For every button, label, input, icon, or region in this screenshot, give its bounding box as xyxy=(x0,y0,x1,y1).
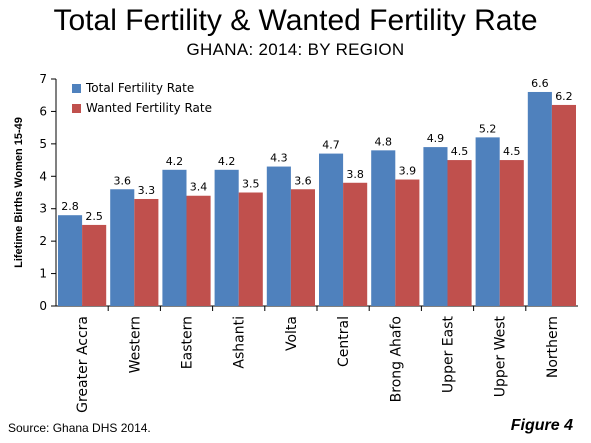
y-tick-label: 2 xyxy=(39,234,47,248)
bar-total-fertility xyxy=(371,150,396,306)
data-label: 3.8 xyxy=(346,168,364,181)
data-label: 5.2 xyxy=(479,122,497,135)
x-tick-label: Ashanti xyxy=(232,316,248,369)
y-tick-label: 1 xyxy=(39,267,47,281)
x-tick-label: Volta xyxy=(284,316,300,351)
bar-wanted-fertility xyxy=(447,160,472,306)
legend-label-wanted: Wanted Fertility Rate xyxy=(86,101,212,115)
bar-wanted-fertility xyxy=(395,179,420,306)
data-label: 6.2 xyxy=(555,90,573,103)
data-label: 3.6 xyxy=(294,174,312,187)
bar-total-fertility xyxy=(319,153,344,306)
x-tick-label: Western xyxy=(127,316,143,373)
chart-title: Total Fertility & Wanted Fertility Rate xyxy=(53,4,538,37)
data-label: 4.2 xyxy=(218,155,236,168)
y-tick-label: 3 xyxy=(39,202,47,216)
y-axis-title: Lifetime Births Women 15-49 xyxy=(13,117,25,268)
legend-swatch-total xyxy=(72,83,81,93)
y-tick-label: 5 xyxy=(39,137,47,151)
legend-item-total: Total Fertility Rate xyxy=(72,78,212,98)
bar-wanted-fertility xyxy=(82,224,107,306)
x-tick-label: Upper West xyxy=(493,315,509,397)
data-label: 4.9 xyxy=(427,132,445,145)
data-label: 3.5 xyxy=(242,178,260,191)
bar-total-fertility xyxy=(58,215,83,306)
legend-swatch-wanted xyxy=(72,103,81,113)
data-label: 3.4 xyxy=(190,181,208,194)
data-label: 4.8 xyxy=(375,135,393,148)
data-label: 3.9 xyxy=(399,165,417,178)
bar-wanted-fertility xyxy=(551,104,576,306)
x-tick-label: Greater Accra xyxy=(75,316,91,413)
bar-total-fertility xyxy=(475,137,500,306)
legend-item-wanted: Wanted Fertility Rate xyxy=(72,98,212,118)
bar-total-fertility xyxy=(162,169,187,306)
data-label: 2.5 xyxy=(85,210,103,223)
x-tick-label: Upper East xyxy=(441,316,457,394)
data-label: 2.8 xyxy=(61,200,79,213)
source-note: Source: Ghana DHS 2014. xyxy=(8,421,151,435)
bar-total-fertility xyxy=(423,147,448,306)
data-label: 4.3 xyxy=(270,152,288,165)
y-tick-label: 0 xyxy=(39,299,47,313)
bar-wanted-fertility xyxy=(238,192,263,306)
bar-total-fertility xyxy=(266,166,291,306)
bar-wanted-fertility xyxy=(343,182,368,306)
y-tick-label: 7 xyxy=(39,72,47,86)
data-label: 4.2 xyxy=(166,155,184,168)
y-tick-label: 4 xyxy=(39,169,47,183)
x-tick-label: Eastern xyxy=(180,316,196,369)
x-tick-label: Brong Ahafo xyxy=(388,316,404,402)
bar-wanted-fertility xyxy=(134,198,159,306)
figure-label: Figure 4 xyxy=(510,417,573,434)
bar-wanted-fertility xyxy=(499,160,524,306)
bar-total-fertility xyxy=(527,91,552,306)
bar-wanted-fertility xyxy=(186,195,211,306)
chart-subtitle: GHANA: 2014: BY REGION xyxy=(186,40,405,59)
data-label: 3.6 xyxy=(114,174,132,187)
data-label: 4.7 xyxy=(322,139,340,152)
legend-label-total: Total Fertility Rate xyxy=(86,81,195,95)
data-label: 4.5 xyxy=(451,145,469,158)
data-label: 6.6 xyxy=(531,77,549,90)
bar-total-fertility xyxy=(214,169,239,306)
data-label: 3.3 xyxy=(138,184,156,197)
legend: Total Fertility Rate Wanted Fertility Ra… xyxy=(72,78,212,118)
x-tick-label: Northern xyxy=(545,316,561,378)
bar-wanted-fertility xyxy=(290,189,315,306)
y-tick-label: 6 xyxy=(39,104,47,118)
bar-total-fertility xyxy=(110,189,135,306)
x-tick-label: Central xyxy=(336,316,352,367)
data-label: 4.5 xyxy=(503,145,521,158)
